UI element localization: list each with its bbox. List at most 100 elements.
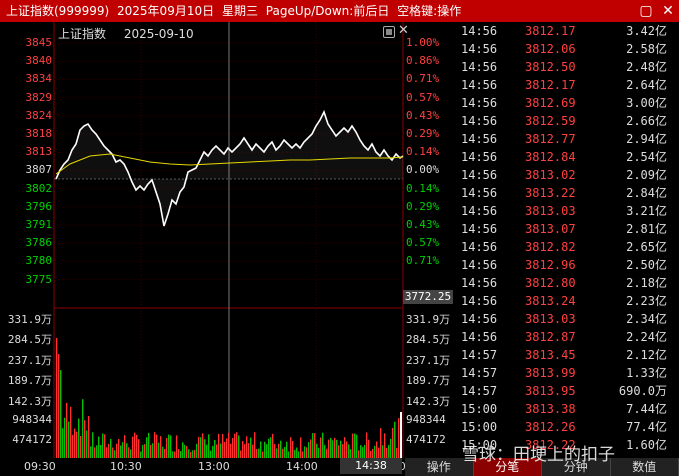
tick-row[interactable]: 15:00 3813.38 7.44亿 <box>455 400 679 418</box>
volume-bar <box>352 433 354 458</box>
tick-time: 14:56 <box>461 312 498 326</box>
tick-row[interactable]: 14:56 3812.17 2.64亿 <box>455 76 679 94</box>
tick-row[interactable]: 14:56 3813.03 3.21亿 <box>455 202 679 220</box>
tab-minute[interactable]: 分钟 <box>542 458 611 476</box>
volume-bar <box>142 444 144 458</box>
tick-time: 14:56 <box>461 78 498 92</box>
volume-bar <box>334 437 336 458</box>
volume-tick-right: 142.3万 <box>406 394 451 408</box>
volume-bar <box>122 442 124 458</box>
volume-bar <box>102 433 104 458</box>
tick-row[interactable]: 14:56 3812.50 2.48亿 <box>455 58 679 76</box>
volume-bar <box>66 402 68 458</box>
tab-values[interactable]: 数值 <box>610 458 679 476</box>
tick-price: 3813.03 <box>525 204 576 218</box>
close-icon[interactable]: ✕ <box>662 3 674 19</box>
volume-bar <box>210 450 212 458</box>
volume-tick-right: 474172 <box>406 433 446 447</box>
paging-hint: PageUp/Down:前后日 <box>265 4 390 18</box>
volume-bar <box>360 445 362 458</box>
tick-volume: 2.24亿 <box>626 330 667 344</box>
tick-row[interactable]: 14:57 3813.45 2.12亿 <box>455 346 679 364</box>
tick-row[interactable]: 14:56 3813.07 2.81亿 <box>455 220 679 238</box>
tick-row[interactable]: 14:57 3813.99 1.33亿 <box>455 364 679 382</box>
tick-price: 3812.96 <box>525 258 576 272</box>
tick-row[interactable]: 14:56 3812.17 3.42亿 <box>455 22 679 40</box>
volume-bar <box>270 437 272 458</box>
price-tick-left: 3786 <box>25 236 53 250</box>
tick-row[interactable]: 14:56 3813.24 2.23亿 <box>455 292 679 310</box>
tick-volume: 2.34亿 <box>626 312 667 326</box>
tab-operate[interactable]: 操作 <box>405 458 474 476</box>
volume-bar <box>196 443 198 458</box>
tick-row[interactable]: 14:56 3812.84 2.54亿 <box>455 148 679 166</box>
tick-time: 14:56 <box>461 186 498 200</box>
volume-bar <box>220 443 222 458</box>
volume-bar <box>398 418 400 458</box>
tick-price: 3812.50 <box>525 60 576 74</box>
tick-price: 3812.87 <box>525 330 576 344</box>
pct-tick-right: 0.86% <box>406 54 440 68</box>
tick-time: 14:56 <box>461 24 498 38</box>
time-cursor: 14:38 <box>340 458 402 474</box>
tick-time: 14:57 <box>461 348 498 362</box>
restore-icon[interactable]: ▢ <box>639 3 653 19</box>
tab-ticks[interactable]: 分笔 <box>473 458 542 476</box>
volume-bar <box>324 444 326 458</box>
tick-row[interactable]: 14:56 3812.87 2.24亿 <box>455 328 679 346</box>
tick-time: 14:56 <box>461 330 498 344</box>
tick-row[interactable]: 14:56 3813.22 2.84亿 <box>455 184 679 202</box>
price-tick-left: 3834 <box>25 72 53 86</box>
close-panel-icon[interactable]: ✕ <box>398 23 409 38</box>
tick-volume: 3.21亿 <box>626 204 667 218</box>
tick-row[interactable]: 15:00 3812.22 1.60亿 <box>455 436 679 454</box>
volume-tick-right: 284.5万 <box>406 333 451 347</box>
index-name: 上证指数(999999) <box>6 4 110 18</box>
tick-row[interactable]: 14:56 3812.80 2.18亿 <box>455 274 679 292</box>
tick-row[interactable]: 14:56 3812.77 2.94亿 <box>455 130 679 148</box>
tick-row[interactable]: 14:56 3813.02 2.09亿 <box>455 166 679 184</box>
pct-tick-right: 1.00% <box>406 36 440 49</box>
tick-list[interactable]: 14:56 3812.17 3.42亿 14:56 3812.06 2.58亿 14:56 3… <box>455 22 679 458</box>
tick-volume: 2.09亿 <box>626 168 667 182</box>
volume-bar <box>268 438 270 458</box>
volume-bar <box>206 444 208 458</box>
volume-bar <box>160 436 162 458</box>
volume-bar <box>264 441 266 458</box>
tick-row[interactable]: 14:56 3812.59 2.66亿 <box>455 112 679 130</box>
tick-volume: 2.94亿 <box>626 132 667 146</box>
volume-tick-right: 948344 <box>406 413 446 426</box>
tick-row[interactable]: 14:56 3812.69 3.00亿 <box>455 94 679 112</box>
tick-row[interactable]: 14:56 3813.03 2.34亿 <box>455 310 679 328</box>
tick-volume: 7.44亿 <box>626 402 667 416</box>
volume-bar <box>354 433 356 458</box>
tick-price: 3813.99 <box>525 366 576 380</box>
volume-bar <box>366 432 368 458</box>
tick-row[interactable]: 14:57 3813.95 690.0万 <box>455 382 679 400</box>
tick-row[interactable]: 14:56 3812.96 2.50亿 <box>455 256 679 274</box>
toggle-panel-icon[interactable] <box>383 26 395 38</box>
volume-bar <box>356 434 358 458</box>
tick-price: 3813.38 <box>525 402 576 416</box>
tick-row[interactable]: 14:56 3812.06 2.58亿 <box>455 40 679 58</box>
volume-bar <box>170 435 172 458</box>
tick-row[interactable]: 15:00 3812.26 77.4亿 <box>455 418 679 436</box>
volume-bar <box>380 428 382 458</box>
tick-price: 3813.03 <box>525 312 576 326</box>
volume-bar <box>302 451 304 458</box>
time-tick: 10:30 <box>110 460 142 473</box>
volume-bar <box>156 434 158 458</box>
volume-bar <box>342 444 344 458</box>
tick-price: 3813.24 <box>525 294 576 308</box>
volume-bar <box>248 443 250 458</box>
volume-bar <box>384 433 386 458</box>
tick-row[interactable]: 14:56 3812.82 2.65亿 <box>455 238 679 256</box>
volume-bar <box>386 447 388 458</box>
intraday-chart[interactable]: 上证指数 2025-09-10 ✕ 3845 3840 3834 3829 3824 38… <box>0 22 455 458</box>
volume-bar <box>228 432 230 458</box>
pct-tick-right: 0.43% <box>406 218 440 231</box>
tick-price: 3812.82 <box>525 240 576 254</box>
volume-bar <box>266 444 268 458</box>
volume-bar <box>372 448 374 458</box>
volume-bar <box>126 443 128 458</box>
